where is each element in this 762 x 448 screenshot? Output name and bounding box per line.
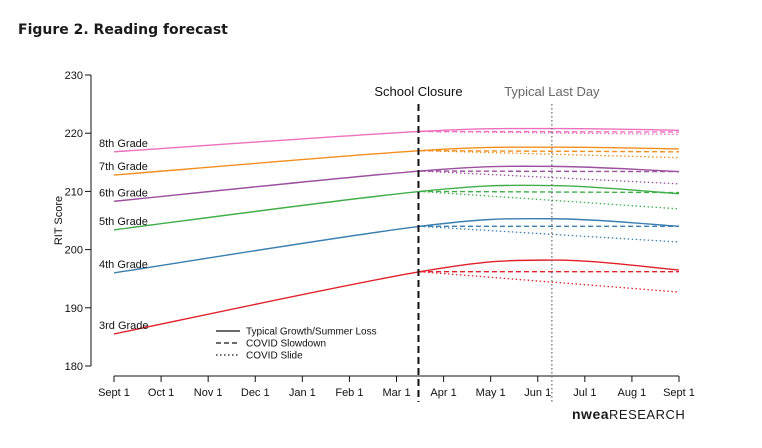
- chart-axes: 180 190 200 210 220 230 RIT Score Sept 1 Oct 1 No…: [53, 70, 695, 399]
- figure-title: Figure 2. Reading forecast: [18, 22, 228, 38]
- x-tick-label: Jun 1: [524, 387, 551, 399]
- y-axis-title: RIT Score: [53, 196, 65, 245]
- x-tick-label: Sept 1: [98, 387, 130, 399]
- grade-label: 7th Grade: [99, 161, 148, 173]
- nwea-research-logo: nweaRESEARCH: [572, 406, 685, 422]
- y-tick-label: 230: [65, 70, 83, 82]
- y-tick-label: 190: [65, 303, 83, 315]
- x-tick-label: Sept 1: [663, 387, 695, 399]
- covid-slide-line: [419, 271, 680, 293]
- series-6th-grade: [113, 165, 680, 202]
- logo-text: RESEARCH: [609, 407, 686, 422]
- x-tick-label: Jan 1: [289, 387, 316, 399]
- typical-growth-line: [113, 165, 680, 202]
- covid-slowdown-line: [420, 149, 680, 153]
- x-tick-label: Apr 1: [430, 387, 456, 399]
- legend-label: COVID Slide: [246, 351, 303, 362]
- event-label: Typical Last Day: [504, 84, 600, 99]
- grade-label: 5th Grade: [99, 216, 148, 228]
- grade-label: 8th Grade: [99, 138, 148, 150]
- typical-growth-line: [113, 217, 680, 274]
- x-tick-label: Feb 1: [335, 387, 363, 399]
- typical-growth-line: [113, 146, 680, 176]
- covid-slowdown-line: [420, 130, 680, 133]
- labels-layer: 8th Grade 7th Grade 6th Grade 5th Grade 4th …: [99, 138, 149, 332]
- x-tick-label: May 1: [476, 387, 506, 399]
- logo-mark: nwea: [572, 406, 610, 422]
- covid-slide-line: [420, 225, 680, 243]
- series-5th-grade: [113, 184, 680, 231]
- x-tick-label: Nov 1: [194, 387, 223, 399]
- covid-slide-line: [419, 190, 680, 210]
- x-tick-label: Jul 1: [573, 387, 596, 399]
- x-tick-label: Aug 1: [618, 387, 647, 399]
- typical-growth-line: [113, 259, 680, 335]
- series-3rd-grade: [113, 259, 680, 335]
- grade-label: 4th Grade: [99, 259, 148, 271]
- events-layer: School Closure Typical Last Day: [374, 84, 600, 402]
- series-7th-grade: [113, 146, 680, 176]
- grade-label: 6th Grade: [99, 187, 148, 199]
- covid-slide-line: [420, 150, 680, 159]
- covid-slowdown-line: [420, 170, 680, 173]
- x-tick-label: Dec 1: [241, 387, 270, 399]
- legend-label: Typical Growth/Summer Loss: [246, 327, 377, 338]
- grade-label: 3rd Grade: [99, 320, 149, 332]
- event-label: School Closure: [374, 84, 462, 99]
- series-4th-grade: [113, 217, 680, 274]
- typical-growth-line: [113, 184, 680, 231]
- typical-growth-line: [113, 127, 680, 153]
- series-8th-grade: [113, 127, 680, 153]
- legend-label: COVID Slowdown: [246, 339, 326, 350]
- covid-slide-line: [420, 130, 680, 136]
- covid-slide-line: [420, 170, 680, 185]
- y-tick-label: 180: [65, 361, 83, 373]
- series-layer: [113, 127, 680, 335]
- covid-slowdown-line: [420, 190, 680, 194]
- x-tick-label: Mar 1: [382, 387, 410, 399]
- y-tick-label: 200: [65, 245, 83, 257]
- y-tick-label: 210: [65, 186, 83, 198]
- x-tick-label: Oct 1: [148, 387, 174, 399]
- y-tick-label: 220: [65, 128, 83, 140]
